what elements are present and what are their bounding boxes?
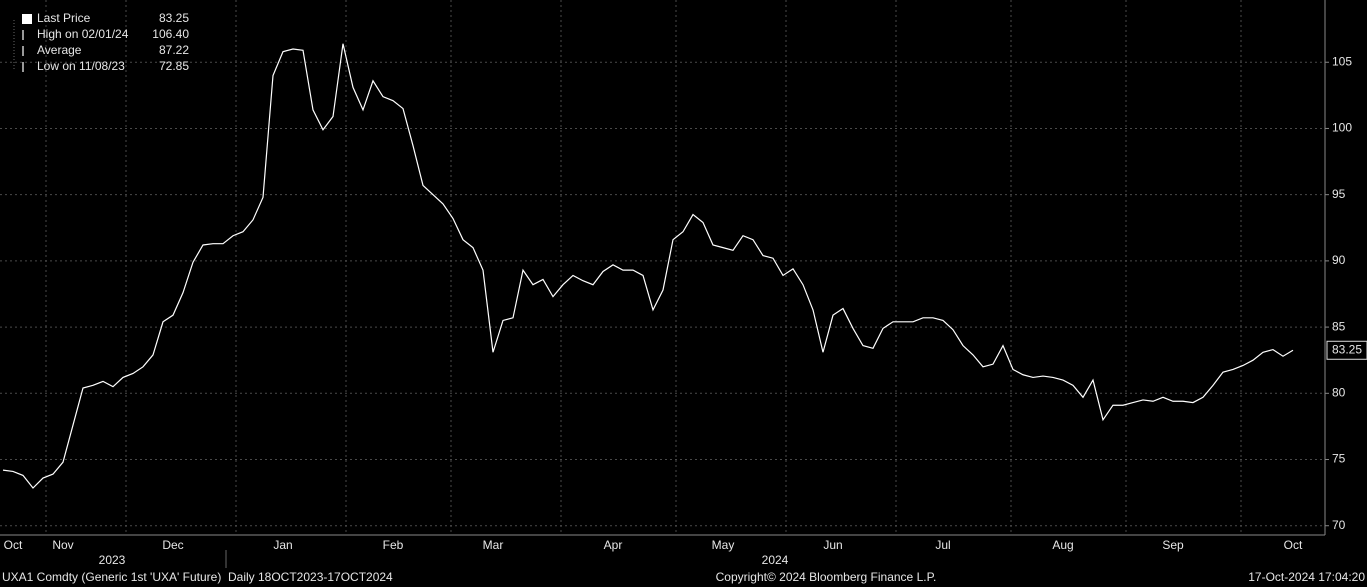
y-tick-label: 95 <box>1332 187 1346 201</box>
legend-label: High on 02/01/24 <box>37 27 129 41</box>
legend-value: 106.40 <box>152 27 189 41</box>
legend-box <box>4 8 192 78</box>
legend-value: 83.25 <box>159 11 189 25</box>
x-tick-label: Dec <box>162 538 183 552</box>
x-tick-label: Jul <box>935 538 950 552</box>
footer-right: 17-Oct-2024 17:04:20 <box>1248 570 1365 584</box>
legend-label: Low on 11/08/23 <box>37 59 125 73</box>
y-tick-label: 70 <box>1332 518 1346 532</box>
legend-icon <box>22 62 24 72</box>
legend-label: Average <box>37 43 82 57</box>
legend-icon <box>22 14 32 24</box>
last-price-label: 83.25 <box>1332 342 1362 356</box>
x-tick-label: May <box>712 538 735 552</box>
x-tick-label: Apr <box>604 538 623 552</box>
x-tick-label: Aug <box>1052 538 1073 552</box>
y-tick-label: 100 <box>1332 121 1352 135</box>
footer-center: Copyright© 2024 Bloomberg Finance L.P. <box>716 570 937 584</box>
x-tick-label: Mar <box>483 538 504 552</box>
x-tick-label: Sep <box>1162 538 1184 552</box>
y-tick-label: 90 <box>1332 253 1346 267</box>
x-tick-label: Oct <box>1284 538 1303 552</box>
year-label: 2024 <box>762 553 789 567</box>
legend-value: 87.22 <box>159 43 189 57</box>
legend-label: Last Price <box>37 11 91 25</box>
y-tick-label: 85 <box>1332 319 1346 333</box>
price-line <box>2 43 1294 489</box>
footer-left: UXA1 Comdty (Generic 1st 'UXA' Future) D… <box>2 570 393 584</box>
x-tick-label: Feb <box>383 538 404 552</box>
legend-icon <box>22 30 24 40</box>
y-tick-label: 105 <box>1332 54 1352 68</box>
x-tick-label: Jun <box>823 538 842 552</box>
x-tick-label: Nov <box>52 538 73 552</box>
legend-value: 72.85 <box>159 59 189 73</box>
x-tick-label: Jan <box>273 538 292 552</box>
year-label: 2023 <box>99 553 126 567</box>
last-price-tag <box>1326 340 1367 360</box>
y-tick-label: 75 <box>1332 452 1346 466</box>
legend-icon <box>22 46 24 56</box>
x-tick-label: Oct <box>4 538 23 552</box>
y-tick-label: 80 <box>1332 385 1346 399</box>
